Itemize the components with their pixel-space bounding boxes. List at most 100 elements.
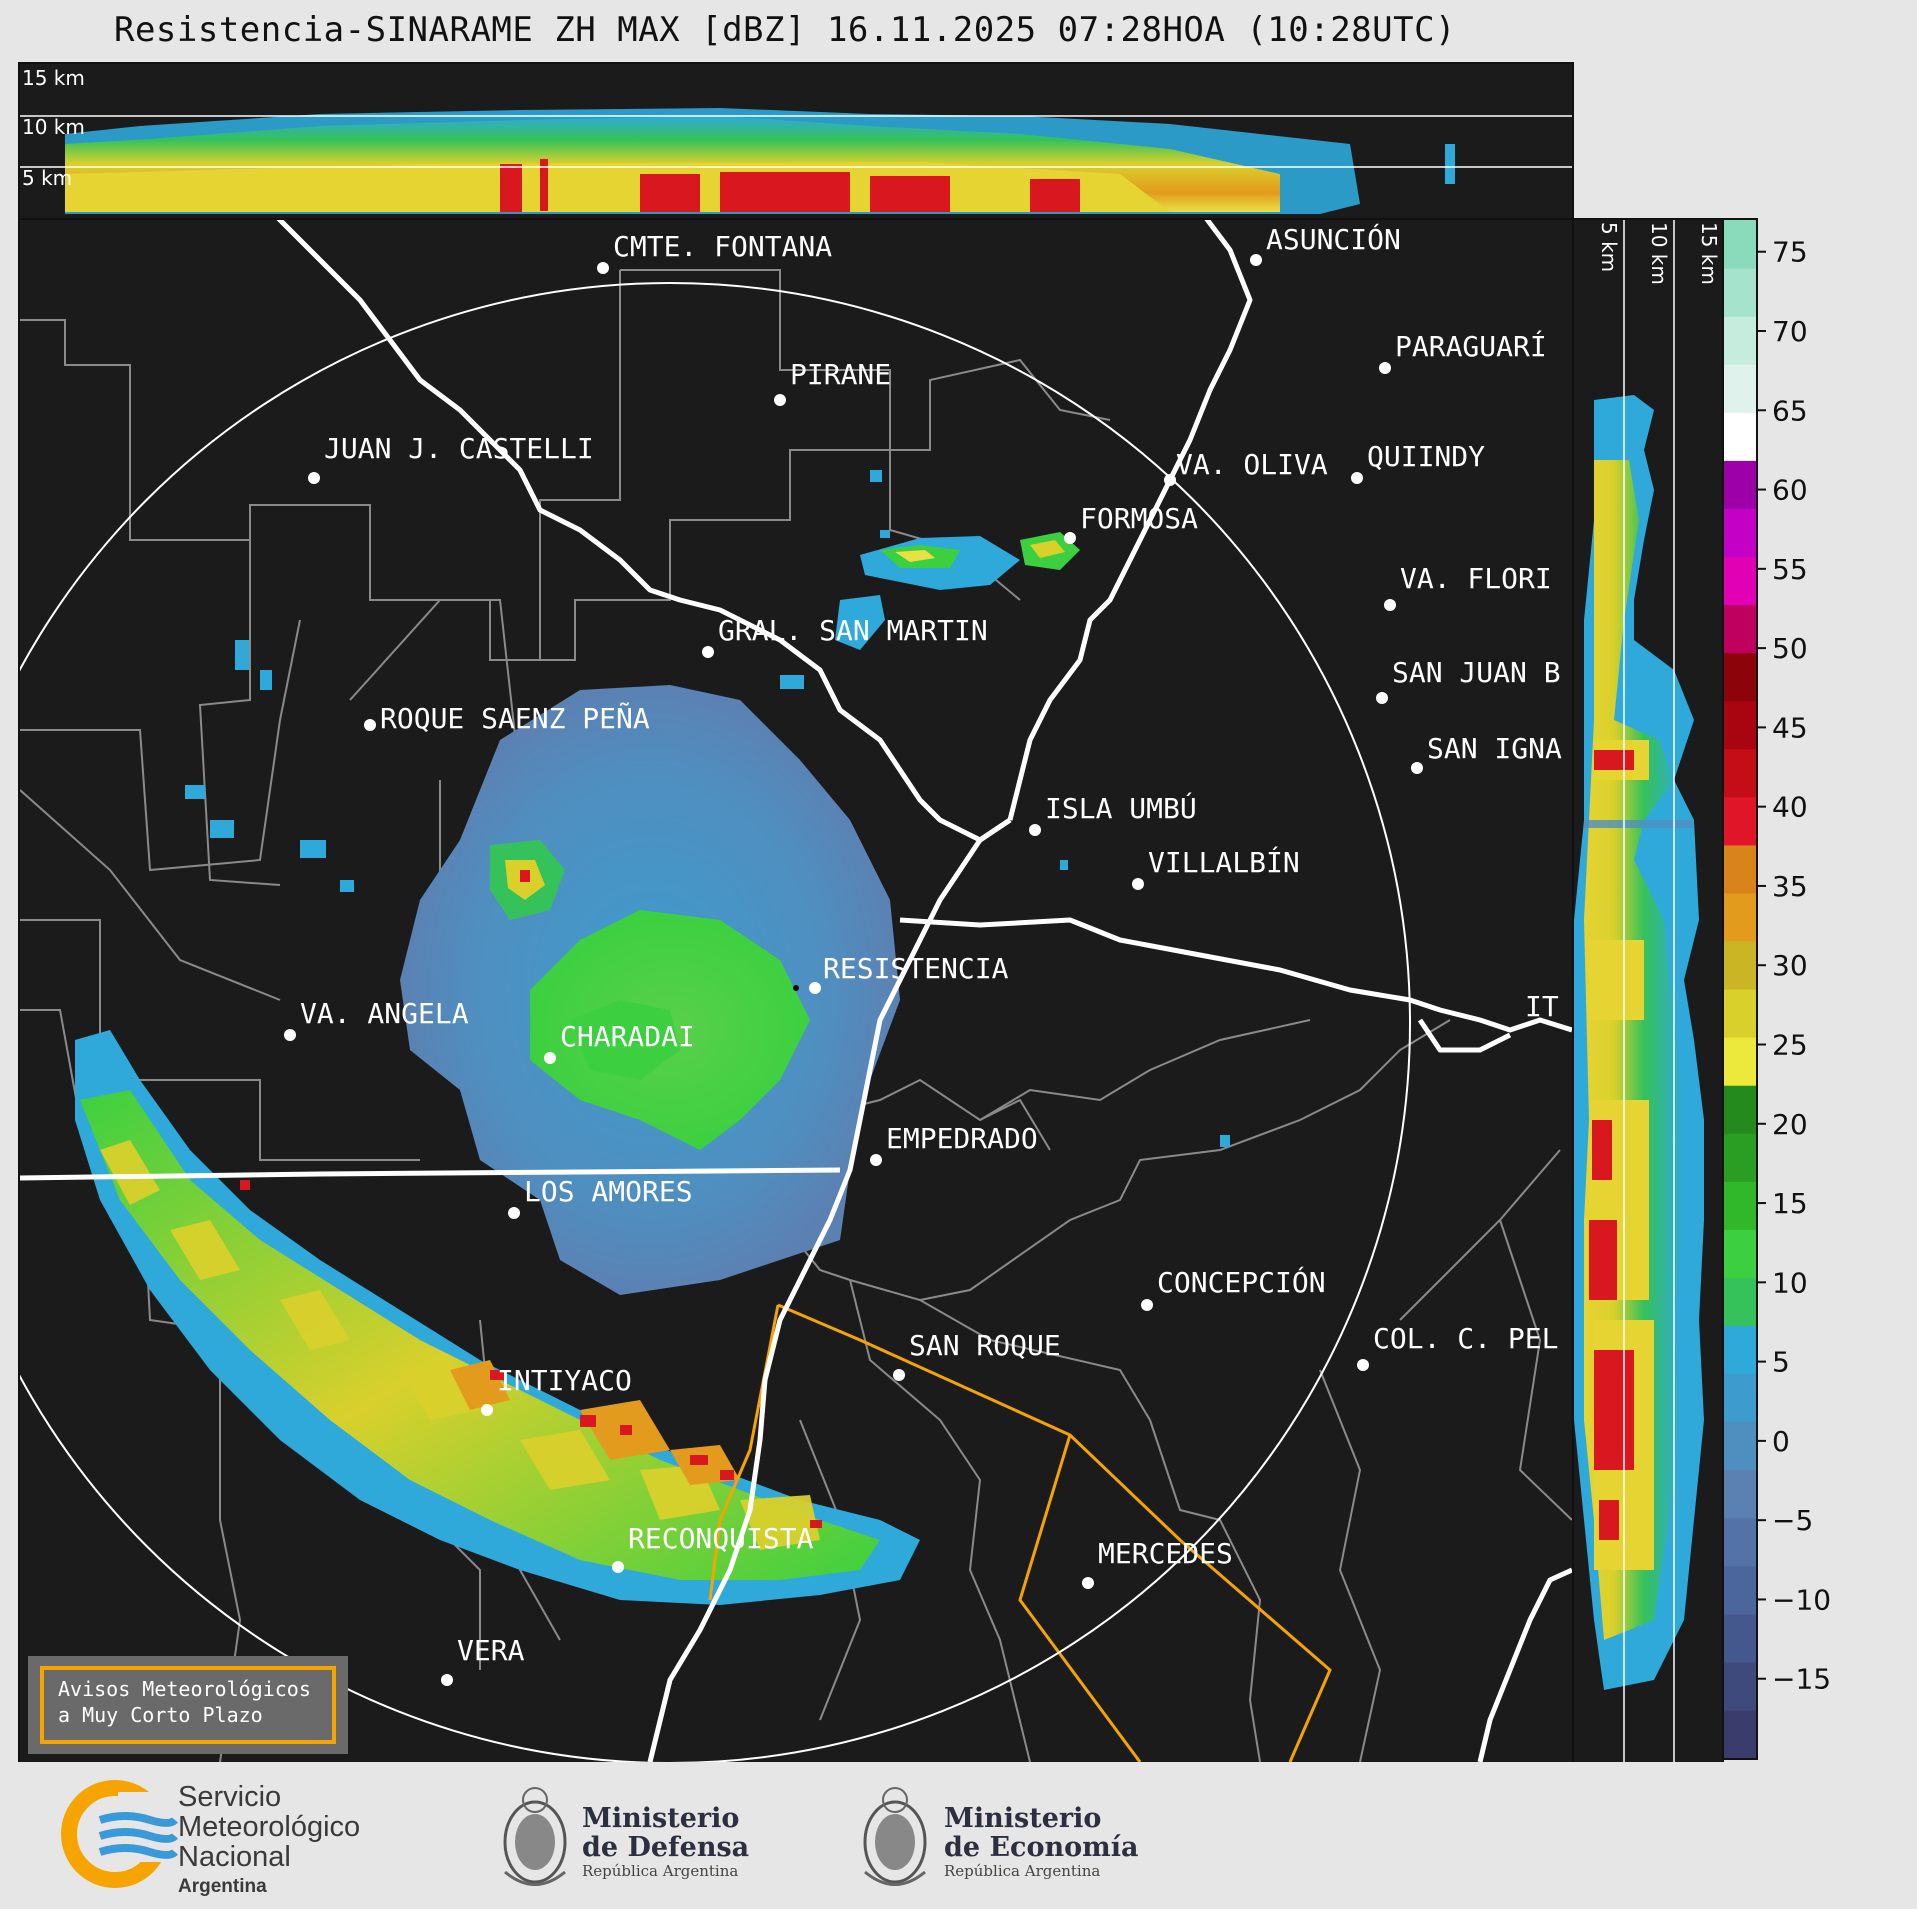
city-va-angela: VA. ANGELA (284, 997, 469, 1041)
economia-escudo-icon (863, 1787, 927, 1886)
city-formosa: FORMOSA (1064, 502, 1198, 544)
city-label: EMPEDRADO (886, 1122, 1038, 1155)
city-los-amores: LOS AMORES (508, 1175, 693, 1219)
city-label: PARAGUARÍ (1395, 329, 1547, 363)
colorbar-tick-label: 35 (1772, 870, 1808, 903)
city-label: CHARADAI (560, 1020, 695, 1053)
city-label: FORMOSA (1080, 502, 1198, 535)
colorbar-tick-label: 60 (1772, 474, 1808, 507)
city-label: INTIYACO (497, 1364, 632, 1397)
smn-logo-icon (61, 1780, 179, 1888)
city-charadai: CHARADAI (544, 1020, 695, 1064)
colorbar-segment (1724, 460, 1756, 509)
top-km-label: 5 km (22, 166, 72, 190)
colorbar-segment (1724, 700, 1756, 750)
defensa-line: de Defensa (582, 1832, 750, 1863)
city-reconquista: RECONQUISTA (612, 1522, 814, 1573)
colorbar-segment (1724, 796, 1756, 846)
colorbar-segment (1724, 364, 1756, 413)
colorbar-segment (1724, 652, 1756, 702)
range-ring (20, 282, 1411, 1762)
colorbar-segment (1724, 1181, 1756, 1230)
city-label: VA. OLIVA (1176, 448, 1328, 481)
city-label: JUAN J. CASTELLI (324, 432, 594, 465)
city-itati: IT (1525, 990, 1559, 1023)
colorbar-tick-label: 70 (1772, 315, 1808, 348)
city-label: ROQUE SAENZ PEÑA (380, 701, 650, 735)
city-va-florida: VA. FLORI (1384, 562, 1552, 611)
city-empedrado: EMPEDRADO (870, 1122, 1038, 1166)
colorbar-segment (1724, 1565, 1756, 1615)
colorbar-segment (1724, 1085, 1756, 1134)
economia-logo-text: Ministerio de Economía República Argenti… (944, 1804, 1138, 1880)
colorbar-segment (1724, 220, 1756, 269)
city-label: IT (1525, 990, 1559, 1023)
colorbar-tick-label: 55 (1772, 553, 1808, 586)
colorbar-segment (1724, 1469, 1756, 1519)
colorbar-tick-label: 10 (1772, 1266, 1808, 1299)
defensa-logo-text: Ministerio de Defensa República Argentin… (582, 1804, 749, 1880)
colorbar-segment (1724, 1373, 1756, 1423)
smn-line: Servicio (178, 1781, 282, 1813)
colorbar-tick-label: 5 (1772, 1346, 1790, 1379)
colorbar-segment (1724, 940, 1756, 990)
footer (0, 1762, 1917, 1909)
colorbar-segment (1724, 604, 1756, 654)
avisos-box[interactable]: Avisos Meteorológicos a Muy Corto Plazo (28, 1656, 348, 1754)
colorbar-segment (1724, 556, 1756, 606)
chart-title: Resistencia-SINARAME ZH MAX [dBZ] 16.11.… (113, 10, 1457, 50)
city-label: SAN JUAN B (1392, 656, 1561, 689)
city-isla-umbu: ISLA UMBÚ (1029, 791, 1197, 836)
city-label: VERA (457, 1634, 525, 1667)
city-label: VILLALBÍN (1148, 845, 1300, 879)
colorbar-segment (1724, 268, 1756, 317)
city-cmte-fontana: CMTE. FONTANA (597, 230, 832, 274)
colorbar-tick-label: 40 (1772, 791, 1808, 824)
city-san-roque: SAN ROQUE (893, 1329, 1061, 1381)
colorbar-tick-label: 20 (1772, 1108, 1808, 1141)
radar-map-panel: CMTE. FONTANA ASUNCIÓN PIRANE PARAGUARÍ … (18, 218, 1574, 1764)
economia-line: Ministerio (944, 1803, 1102, 1834)
city-roque-saenz-pena: ROQUE SAENZ PEÑA (364, 701, 650, 735)
colorbar-segment (1724, 1037, 1756, 1086)
city-vera: VERA (441, 1634, 525, 1686)
colorbar-segment (1724, 748, 1756, 798)
colorbar-segment (1724, 508, 1756, 558)
colorbar-tick-label: −15 (1772, 1663, 1831, 1696)
colorbar-segment (1724, 316, 1756, 365)
avisos-border: Avisos Meteorológicos a Muy Corto Plazo (40, 1666, 336, 1744)
colorbar-segment (1724, 844, 1756, 894)
city-label: SAN ROQUE (909, 1329, 1061, 1362)
city-juan-j-castelli: JUAN J. CASTELLI (308, 432, 594, 484)
dbz-colorbar (1722, 218, 1758, 1760)
city-markers: CMTE. FONTANA ASUNCIÓN PIRANE PARAGUARÍ … (284, 222, 1562, 1686)
city-san-juan-b: SAN JUAN B (1376, 656, 1561, 704)
side-km-label: 10 km (1647, 222, 1671, 285)
city-gral-san-martin: GRAL. SAN MARTIN (702, 614, 988, 658)
defensa-line: Ministerio (582, 1803, 740, 1834)
smn-line: Argentina (178, 1876, 267, 1897)
city-villalbin: VILLALBÍN (1132, 845, 1300, 890)
colorbar-segment (1724, 1613, 1756, 1663)
smn-line: Meteorológico (178, 1811, 361, 1843)
city-label: CONCEPCIÓN (1157, 1265, 1326, 1299)
city-col-c-pellegrini: COL. C. PEL (1357, 1322, 1558, 1371)
city-label: PIRANE (790, 358, 891, 391)
colorbar-tick-label: −10 (1772, 1583, 1831, 1616)
economia-line: de Economía (944, 1832, 1139, 1863)
side-profile-svg: 5 km 10 km 15 km (1574, 220, 1721, 1762)
footer-logos (61, 1780, 927, 1888)
city-asuncion: ASUNCIÓN (1250, 222, 1401, 266)
city-label: ISLA UMBÚ (1045, 791, 1197, 825)
side-km-label: 5 km (1597, 222, 1621, 272)
city-san-ignacio: SAN IGNA (1411, 732, 1562, 774)
colorbar-tick-label: 75 (1772, 236, 1808, 269)
colorbar-tick-label: 50 (1772, 632, 1808, 665)
top-profile-svg: 15 km 10 km 5 km (20, 66, 1572, 214)
city-label: QUIINDY (1367, 440, 1485, 473)
colorbar-segment (1724, 1517, 1756, 1567)
colorbar-tick-label: −5 (1772, 1504, 1813, 1537)
colorbar-segment (1724, 1421, 1756, 1471)
colorbar-segment (1724, 1325, 1756, 1375)
